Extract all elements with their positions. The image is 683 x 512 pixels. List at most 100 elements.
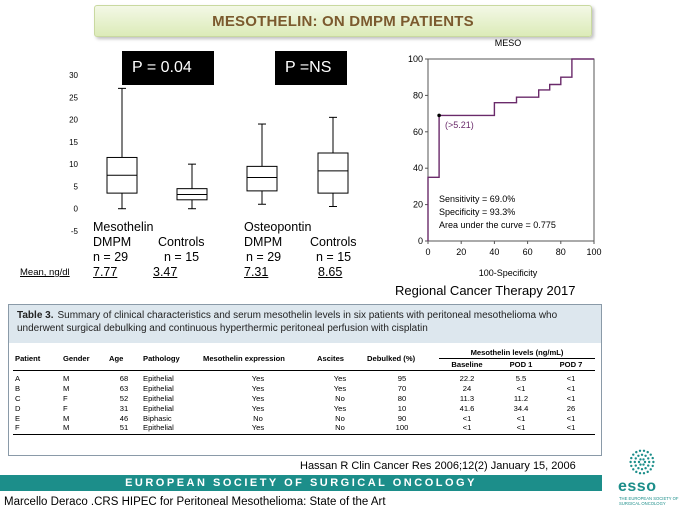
table-cell: <1 <box>516 413 526 423</box>
mesothelin-dmpm-n: n = 29 <box>93 250 129 264</box>
mean-osteopontin-controls: 8.65 <box>318 265 343 279</box>
roc-series-line <box>427 58 594 241</box>
x-tick-label: 100 <box>586 247 601 257</box>
osteopontin-controls-n: n = 15 <box>316 250 352 264</box>
logo-dot <box>642 458 645 461</box>
logo-dot <box>637 454 640 457</box>
th-pathology: Pathology <box>141 347 201 371</box>
th-baseline: Baseline <box>439 358 495 371</box>
table-cell: 11.3 <box>459 393 475 403</box>
roc-cutoff-point <box>437 113 441 118</box>
y-tick-label: 20 <box>69 116 78 125</box>
table-cell: 95 <box>397 374 407 383</box>
box <box>317 116 349 207</box>
logo-dot <box>635 470 638 474</box>
logo-dot <box>652 460 655 464</box>
table-caption-text: Summary of clinical characteristics and … <box>17 310 558 334</box>
clinical-table-panel: Table 3. Summary of clinical characterist… <box>8 304 602 456</box>
y-tick-label: 30 <box>69 71 78 80</box>
table-cell: No <box>315 423 365 435</box>
presenter-footer: Marcello Deraco .CRS HIPEC for Peritonea… <box>4 496 386 508</box>
y-tick-label: 80 <box>413 90 423 100</box>
table-row: E M 46 Biphasic No No 90 <1 <1 <1 <box>13 413 595 423</box>
logo-dot <box>648 460 651 464</box>
logo-dot <box>646 470 649 474</box>
roc-stat-sensitivity: Sensitivity = 69.0% <box>439 194 515 204</box>
th-pod7: POD 7 <box>547 358 595 371</box>
citation-table: Hassan R Clin Cancer Res 2006;12(2) Janu… <box>300 460 576 472</box>
table-cell: <1 <box>547 423 595 435</box>
mean-osteopontin-dmpm: 7.31 <box>244 265 269 279</box>
boxplot-chart: -5 0 5 10 15 20 25 30 <box>69 71 349 236</box>
table-cell: No <box>253 413 263 423</box>
table-cell: A <box>15 374 21 383</box>
table-cell: 10 <box>397 403 407 413</box>
roc-xlabel: 100-Specificity <box>479 268 538 278</box>
logo-dot <box>633 460 636 464</box>
osteopontin-dmpm-n: n = 29 <box>246 250 282 264</box>
slide-title: MESOTHELIN: ON DMPM PATIENTS <box>212 12 474 30</box>
table-row: A M 68 Epithelial Yes Yes 95 22.2 5.5 <1 <box>13 371 595 383</box>
y-tick-label: 25 <box>69 93 78 102</box>
table-cell: Epithelial <box>143 393 174 403</box>
table-cell: E <box>15 413 21 423</box>
logo-dot <box>643 460 647 464</box>
table-cell: B <box>15 383 21 393</box>
box <box>176 163 208 210</box>
y-tick-label: 20 <box>413 200 423 210</box>
roc-annotation: (>5.21) <box>445 120 474 130</box>
table-cell: 41.6 <box>459 403 475 413</box>
table-cell: 63 <box>119 383 129 393</box>
th-ascites: Ascites <box>315 347 365 371</box>
mean-mesothelin-dmpm: 7.77 <box>93 265 118 279</box>
logo-dot <box>644 467 647 470</box>
logo-dot <box>651 464 654 468</box>
table-caption-label: Table 3. <box>17 310 54 321</box>
logo-dot <box>629 460 632 464</box>
table-row: D F 31 Epithelial Yes Yes 10 41.6 34.4 26 <box>13 403 595 413</box>
box <box>106 87 138 210</box>
box <box>246 123 278 205</box>
logo-dot <box>630 464 633 468</box>
logo-dot <box>637 467 640 470</box>
table-cell: M <box>63 374 70 383</box>
table-cell: Yes <box>333 374 347 383</box>
y-tick-label: 15 <box>69 138 78 147</box>
table-cell: F <box>63 403 68 413</box>
y-tick-label: 100 <box>408 54 423 64</box>
x-tick-label: 0 <box>425 247 430 257</box>
table-cell: 68 <box>119 374 129 383</box>
box-iqr <box>246 165 278 192</box>
y-tick-label: 5 <box>74 182 79 191</box>
logo-dot <box>649 453 652 456</box>
x-tick-label: 60 <box>523 247 533 257</box>
y-tick-label: 40 <box>413 163 423 173</box>
table-cell: No <box>335 413 345 423</box>
table-row: F M 51 Epithelial Yes No 100 <1 <1 <1 <box>13 423 595 435</box>
x-tick-label: 20 <box>456 247 466 257</box>
logo-dot <box>632 468 635 471</box>
logo-dot <box>639 463 642 466</box>
citation-roc: Regional Cancer Therapy 2017 <box>395 283 576 298</box>
table-row: B M 63 Epithelial Yes Yes 70 24 <1 <1 <box>13 383 595 393</box>
slide-title-banner: MESOTHELIN: ON DMPM PATIENTS <box>94 5 592 37</box>
table-cell: Yes <box>251 383 265 393</box>
table-cell: M <box>63 383 70 393</box>
logo-dot <box>640 468 644 471</box>
table-cell: 5.5 <box>515 374 527 383</box>
table-cell: D <box>15 403 21 413</box>
y-tick-label: 10 <box>69 160 78 169</box>
table-cell: Epithelial <box>143 383 174 393</box>
table-cell: <1 <box>566 393 576 403</box>
table-cell: Epithelial <box>141 423 201 435</box>
table-cell: F <box>63 393 68 403</box>
logo-dot <box>644 454 647 457</box>
table-cell: Yes <box>333 383 347 393</box>
table-cell: 51 <box>107 423 141 435</box>
logo-subtitle: THE EUROPEAN SOCIETY OF SURGICAL ONCOLOG… <box>619 496 679 506</box>
table-cell: 100 <box>365 423 439 435</box>
table-cell: F <box>13 423 61 435</box>
society-banner: EUROPEAN SOCIETY OF SURGICAL ONCOLOGY <box>0 475 602 491</box>
table-cell: 70 <box>397 383 407 393</box>
y-tick-label: 0 <box>418 236 423 246</box>
